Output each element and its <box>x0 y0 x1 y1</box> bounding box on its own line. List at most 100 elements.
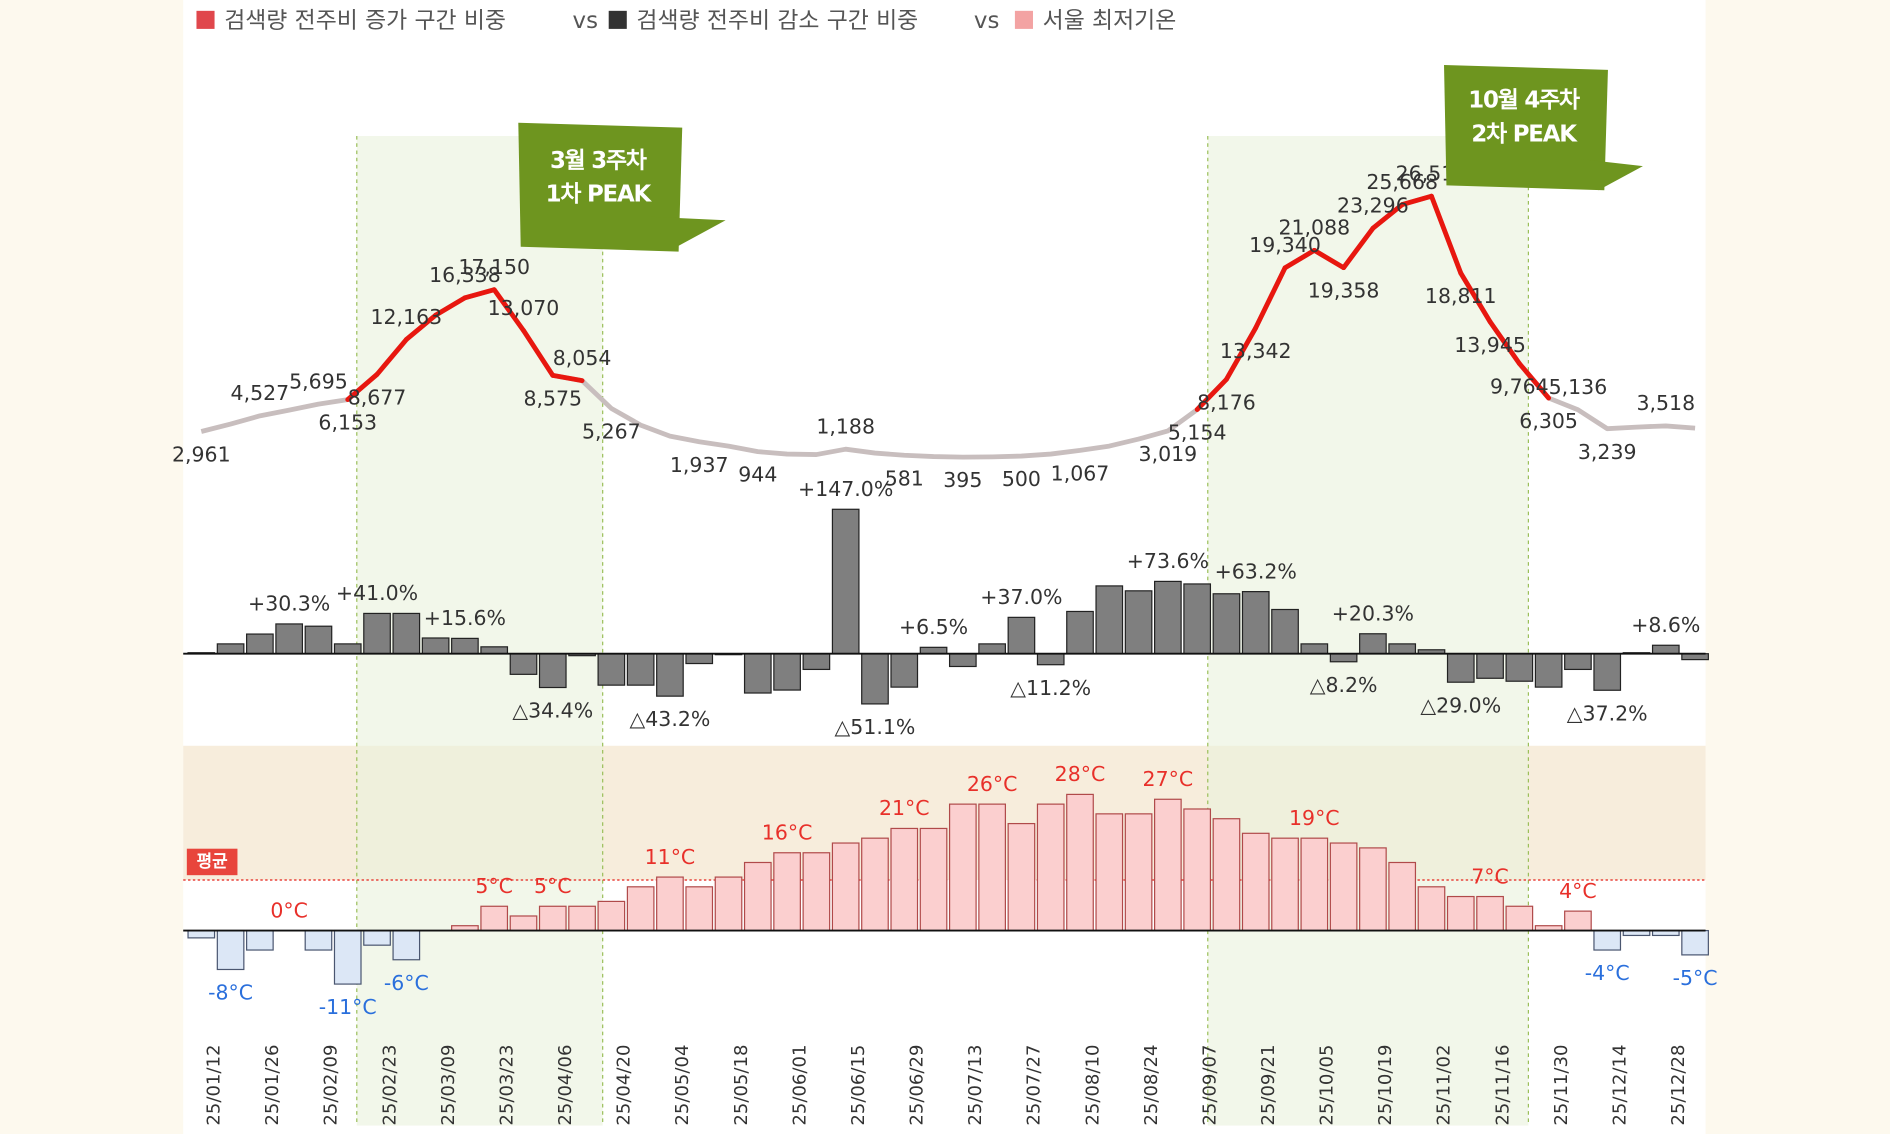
x-tick-label: 25/06/29 <box>907 1045 928 1126</box>
temperature-bar <box>333 929 362 985</box>
temperature-bar <box>1388 861 1417 932</box>
data-label: 581 <box>885 466 924 490</box>
data-label: 7°C <box>1471 864 1509 888</box>
data-label: △8.2% <box>1310 673 1378 697</box>
x-tick-label: 25/06/15 <box>848 1045 869 1126</box>
data-label: △51.1% <box>835 715 916 739</box>
temperature-bar <box>1212 818 1241 932</box>
data-label: 27°C <box>1143 767 1194 791</box>
data-label: 5,136 <box>1549 375 1608 399</box>
data-label: △37.2% <box>1567 701 1648 725</box>
data-label: 944 <box>738 463 777 487</box>
change-bar <box>1271 608 1299 655</box>
search-volume-peak-segment <box>1224 325 1259 382</box>
data-label: 13,070 <box>488 296 560 320</box>
temperature-bar <box>1271 837 1299 932</box>
temperature-bar <box>978 803 1006 932</box>
data-label: +30.3% <box>248 592 330 616</box>
change-bar <box>480 646 509 655</box>
change-bar <box>1036 653 1065 666</box>
x-tick-label: 25/05/04 <box>672 1045 693 1126</box>
temperature-bar <box>1329 842 1358 932</box>
legend-swatch <box>1014 10 1033 29</box>
data-label: +20.3% <box>1332 602 1414 626</box>
temperature-bar <box>480 905 509 932</box>
temperature-bar <box>714 876 743 932</box>
x-tick-label: 25/04/06 <box>555 1045 576 1126</box>
change-bar <box>1183 583 1212 655</box>
temperature-bar <box>626 886 655 932</box>
data-label: 6,305 <box>1519 409 1578 433</box>
x-tick-label: 25/09/21 <box>1258 1045 1279 1126</box>
data-label: 3,019 <box>1139 442 1198 466</box>
change-bar <box>1095 585 1124 655</box>
search-volume-peak-segment <box>345 371 380 402</box>
data-label: 8,677 <box>348 385 407 409</box>
data-label: 19,358 <box>1308 279 1380 303</box>
data-label: 395 <box>943 468 982 492</box>
callout-tail <box>1579 158 1643 191</box>
x-tick-label: 25/10/19 <box>1375 1045 1396 1126</box>
temperature-bar <box>1505 905 1534 932</box>
peak-callout: 3월 3주차 1차 PEAK <box>518 122 726 252</box>
data-label: +63.2% <box>1215 559 1297 583</box>
data-label: 16°C <box>762 821 813 845</box>
temperature-bar <box>802 852 831 932</box>
change-bar <box>656 653 684 697</box>
data-label: 1,188 <box>816 415 875 439</box>
change-bar <box>333 643 362 655</box>
data-label: 25,668 <box>1366 170 1438 194</box>
data-label: 3,518 <box>1636 391 1695 415</box>
data-label: 19,340 <box>1249 233 1321 257</box>
data-label: 18,811 <box>1425 284 1497 308</box>
callout-text: 2차 PEAK <box>1471 121 1578 147</box>
search-volume-peak-segment <box>433 295 468 318</box>
data-label: 13,945 <box>1454 333 1526 357</box>
callout-text: 1차 PEAK <box>546 182 653 208</box>
change-bar <box>1124 590 1153 655</box>
change-bar <box>919 646 948 655</box>
change-bar <box>685 653 714 665</box>
change-bar <box>392 612 421 655</box>
data-label: 8,176 <box>1197 390 1256 414</box>
search-volume-peak-segment <box>374 337 409 377</box>
search-volume-peak-segment <box>1487 319 1522 366</box>
temperature-bar <box>685 886 714 932</box>
temperature-bar <box>538 905 567 932</box>
data-label: 19°C <box>1289 806 1340 830</box>
data-label: -8°C <box>208 981 253 1005</box>
temperature-bar <box>568 905 596 932</box>
legend-separator: vs <box>573 8 598 34</box>
change-bar <box>1329 653 1358 663</box>
x-tick-label: 25/03/09 <box>438 1045 459 1126</box>
temperature-bar <box>363 929 391 946</box>
temperature-bar <box>304 929 333 951</box>
search-volume-peak-segment <box>1399 193 1434 208</box>
x-tick-label: 25/07/27 <box>1024 1045 1045 1126</box>
data-label: +15.6% <box>424 606 506 630</box>
data-label: 6,153 <box>318 411 377 435</box>
temperature-bar <box>743 861 772 932</box>
change-bar <box>773 653 801 691</box>
legend-swatch <box>196 10 215 29</box>
temperature-bar <box>1154 798 1182 932</box>
x-tick-label: 25/04/20 <box>614 1045 635 1126</box>
x-tick-label: 25/02/23 <box>379 1045 400 1126</box>
change-bar <box>1154 580 1182 655</box>
temperature-bar <box>1359 847 1387 932</box>
change-bar <box>1066 610 1094 655</box>
data-label: 500 <box>1002 467 1041 491</box>
data-label: 8,054 <box>553 346 612 370</box>
change-bar <box>421 637 450 655</box>
change-bar <box>1476 653 1504 679</box>
temperature-bar <box>656 876 684 932</box>
data-label: △34.4% <box>512 699 593 723</box>
data-label: -6°C <box>384 971 429 995</box>
temperature-bar <box>1681 929 1709 956</box>
data-label: 17,150 <box>458 255 530 279</box>
change-bar <box>890 653 919 688</box>
callout-box <box>1444 65 1608 191</box>
legend-separator: vs <box>974 8 999 34</box>
change-bar <box>1593 653 1622 691</box>
search-volume-peak-segment <box>1429 193 1464 276</box>
